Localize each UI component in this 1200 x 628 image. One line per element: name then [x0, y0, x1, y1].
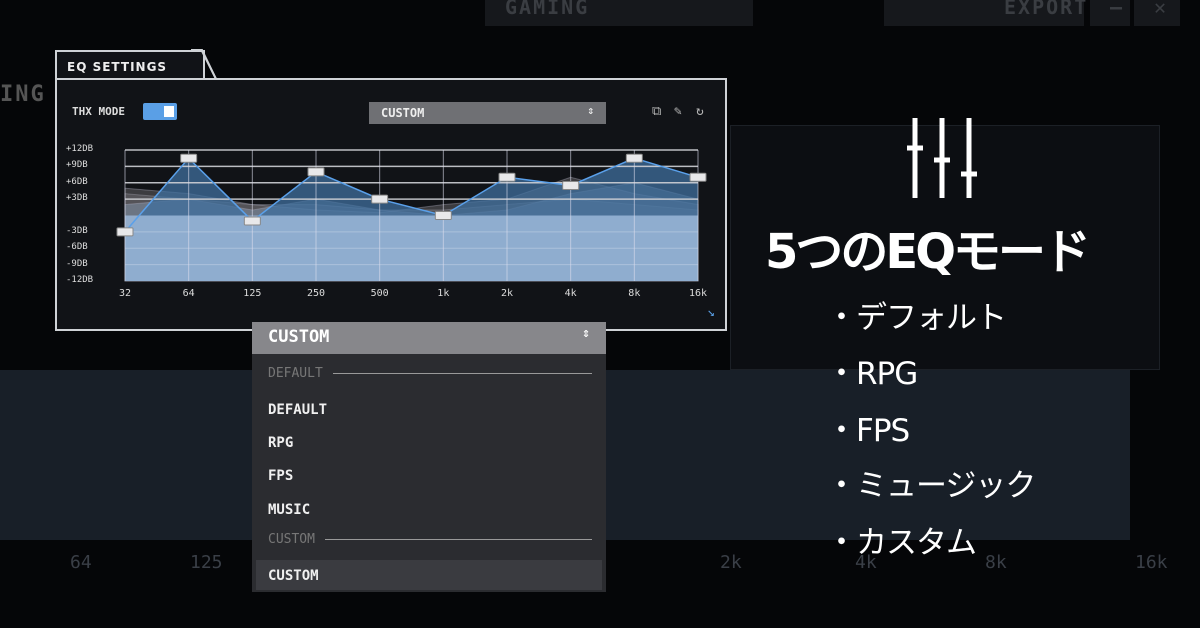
x-tick-label: 2k — [500, 288, 514, 299]
bg-axis-label: 64 — [70, 552, 92, 573]
resize-icon[interactable]: ↘ — [707, 305, 715, 320]
chevron-updown-icon: ⇕ — [587, 104, 594, 117]
bg-axis-label: 2k — [720, 552, 742, 573]
option-custom-highlight — [256, 560, 602, 590]
y-tick-label: -6DB — [66, 242, 88, 253]
option-rpg[interactable]: RPG — [268, 435, 294, 451]
bullet: ・RPG — [826, 356, 918, 392]
preset-select[interactable]: CUSTOM ⇕ — [369, 102, 606, 124]
chevron-updown-icon: ⇕ — [582, 326, 590, 341]
band-handle[interactable] — [243, 216, 261, 226]
preset-dropdown: CUSTOM ⇕ DEFAULT DEFAULT RPG FPS MUSIC CU… — [252, 322, 606, 592]
y-tick-label: +3DB — [66, 193, 88, 204]
y-tick-label: -3DB — [66, 225, 88, 236]
option-custom[interactable]: CUSTOM — [268, 568, 319, 584]
band-handle[interactable] — [434, 211, 452, 220]
option-default[interactable]: DEFAULT — [268, 402, 328, 418]
option-fps[interactable]: FPS — [268, 468, 294, 484]
x-tick-label: 250 — [306, 288, 326, 299]
bullet: ・デフォルト — [826, 300, 1007, 336]
band-handle[interactable] — [498, 172, 516, 182]
eq-curve-line — [124, 157, 699, 233]
y-tick-label: +6DB — [66, 176, 88, 187]
x-tick-label: 64 — [182, 288, 195, 299]
bullet: ・カスタム — [826, 525, 977, 561]
tab-slant-line — [190, 49, 230, 84]
bg-close-button: ✕ — [1134, 0, 1180, 26]
group-custom: CUSTOM — [268, 532, 592, 547]
bg-minimize-button: — — [1090, 0, 1130, 26]
x-tick-label: 4k — [564, 288, 577, 299]
bg-panel — [730, 125, 1160, 370]
x-tick-label: 16k — [688, 288, 708, 299]
bg-axis-label: 16k — [1135, 552, 1168, 573]
x-tick-label: 1k — [437, 288, 450, 299]
bg-export-button: EXPORT — [884, 0, 1086, 26]
copy-icon[interactable]: ⧉ — [652, 104, 662, 119]
group-default: DEFAULT — [268, 366, 592, 381]
band-handle[interactable] — [180, 153, 198, 163]
x-tick-label: 500 — [370, 288, 389, 299]
bg-axis-label: 8k — [985, 552, 1007, 573]
dropdown-header[interactable]: CUSTOM ⇕ — [252, 322, 606, 354]
band-handle[interactable] — [307, 167, 325, 177]
reset-icon[interactable]: ↻ — [696, 104, 704, 119]
thx-mode-label: THX MODE — [72, 105, 125, 118]
band-handle[interactable] — [371, 194, 389, 204]
edit-icon[interactable]: ✎ — [674, 104, 682, 119]
band-handle[interactable] — [625, 153, 643, 163]
bg-preset-select: GAMING — [485, 0, 753, 26]
x-tick-label: 32 — [118, 288, 132, 299]
promo-title: 5つのEQモード — [765, 224, 1091, 280]
bg-partial-title: ING — [0, 82, 46, 107]
y-tick-label: +9DB — [66, 160, 88, 171]
band-handle[interactable] — [116, 227, 134, 237]
x-tick-label: 125 — [243, 288, 262, 299]
band-handle[interactable] — [562, 180, 580, 190]
band-handle[interactable] — [689, 172, 707, 182]
bullet: ・FPS — [826, 413, 910, 449]
bg-axis-label: 125 — [190, 552, 223, 573]
bullet: ・ミュージック — [826, 468, 1036, 504]
bg-axis-label: 4k — [855, 552, 877, 573]
x-tick-label: 8k — [628, 288, 641, 299]
option-music[interactable]: MUSIC — [268, 502, 311, 518]
eq-settings-tab: EQ SETTINGS — [55, 50, 205, 80]
y-tick-label: +12DB — [66, 144, 94, 154]
y-tick-label: -12DB — [66, 275, 94, 285]
y-tick-label: -9DB — [66, 258, 88, 269]
thx-mode-toggle[interactable] — [143, 103, 177, 120]
equalizer-icon — [907, 118, 977, 198]
